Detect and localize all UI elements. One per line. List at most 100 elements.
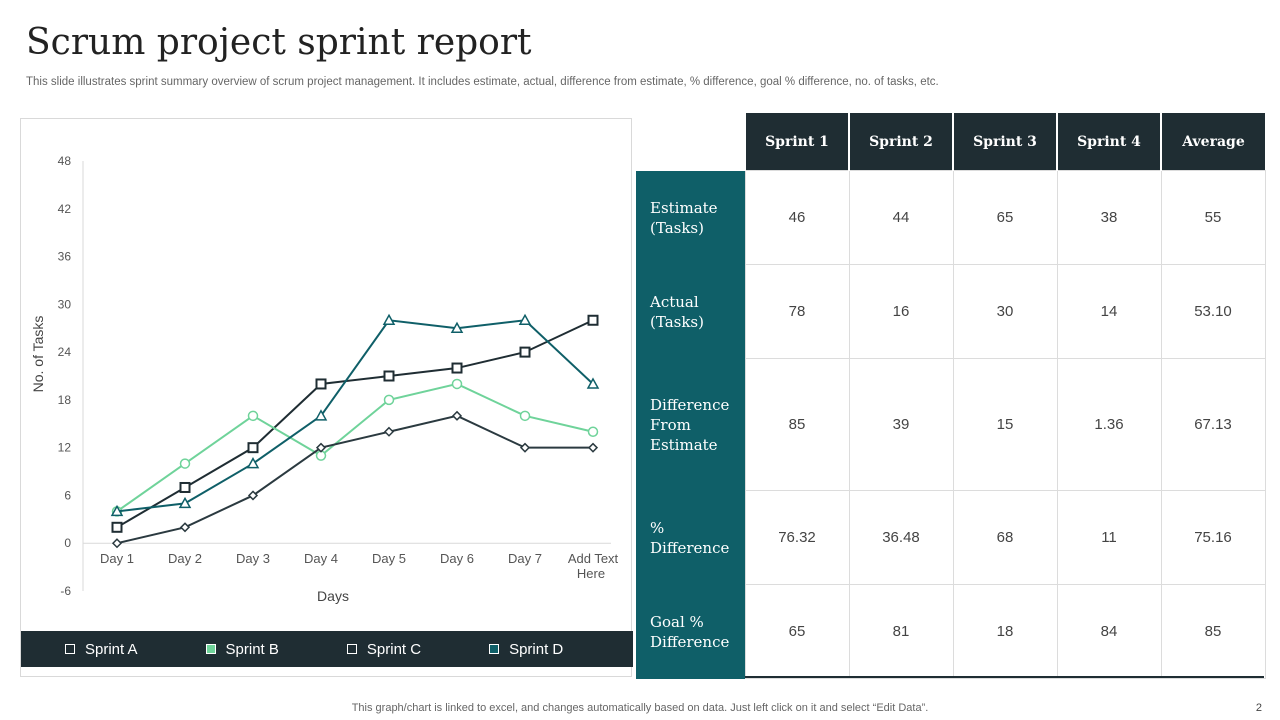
row-header-percent-difference: % Difference	[636, 490, 745, 585]
data-point	[247, 490, 259, 501]
data-point	[519, 442, 531, 453]
legend-item-sprint-a[interactable]: Sprint A	[65, 641, 162, 658]
data-point	[111, 538, 123, 549]
data-point	[450, 321, 464, 333]
legend-item-sprint-c[interactable]: Sprint C	[346, 640, 445, 658]
table-cell: 36.48	[848, 490, 954, 585]
x-axis-title: Days	[317, 588, 349, 604]
series-line-sprint-d	[116, 319, 594, 513]
y-tick-label: -6	[60, 584, 71, 598]
table-cell: 81	[848, 584, 954, 679]
y-tick-label: 30	[58, 297, 72, 311]
x-tick-label: Add Text	[568, 551, 619, 566]
series-line-sprint-a	[116, 319, 594, 529]
line-chart[interactable]: 48 42 36 30 24 18 12 6 0 -6 Day 1 Day 2 Day 3 Day 4 Da…	[21, 119, 633, 631]
legend-swatch-icon	[65, 644, 75, 654]
table-row: Estimate (Tasks) 46 44 65 38 55	[636, 170, 1266, 265]
table-cell: 1.36	[1056, 358, 1162, 491]
table-row: Goal % Difference 65 81 18 84 85	[636, 584, 1266, 679]
x-tick-label: Day 6	[440, 551, 474, 566]
page-number: 2	[1255, 702, 1262, 714]
data-point	[246, 457, 260, 469]
table-corner	[636, 113, 745, 171]
table-cell: 68	[952, 490, 1058, 585]
data-point	[247, 442, 259, 454]
table-bottom-rule	[745, 676, 1264, 678]
data-point	[586, 377, 600, 389]
x-tick-label: Day 1	[100, 551, 134, 566]
row-header-actual: Actual (Tasks)	[636, 264, 745, 359]
y-tick-label: 0	[64, 536, 71, 550]
table-cell: 55	[1160, 170, 1266, 265]
data-point	[519, 346, 531, 358]
legend-label: Sprint A	[85, 640, 138, 658]
y-tick-label: 36	[58, 250, 72, 264]
sprint-table-wrapper: Sprint 1 Sprint 2 Sprint 3 Sprint 4 Aver…	[636, 113, 1266, 679]
data-point	[383, 370, 395, 382]
x-tick-label: Day 7	[508, 551, 542, 566]
row-header-goal-percent-difference: Goal % Difference	[636, 584, 745, 679]
table-cell: 67.13	[1160, 358, 1266, 491]
column-header-sprint-1: Sprint 1	[744, 113, 849, 171]
table-cell: 46	[744, 170, 850, 265]
data-point	[315, 442, 327, 453]
x-tick-label: Day 4	[304, 551, 338, 566]
table-cell: 39	[848, 358, 954, 491]
legend-label: Sprint C	[366, 640, 422, 658]
legend-item-sprint-d[interactable]: Sprint D	[489, 641, 587, 658]
data-point	[451, 362, 463, 374]
column-header-sprint-3: Sprint 3	[952, 113, 1057, 171]
data-point	[179, 522, 191, 533]
sprint-table: Sprint 1 Sprint 2 Sprint 3 Sprint 4 Aver…	[636, 113, 1266, 679]
data-point	[383, 394, 395, 406]
legend-item-sprint-b[interactable]: Sprint B	[205, 640, 303, 658]
data-point	[178, 496, 192, 509]
column-header-average: Average	[1160, 113, 1265, 171]
table-row: Difference From Estimate 85 39 15 1.36 6…	[636, 358, 1266, 491]
table-cell: 15	[952, 358, 1058, 491]
page-title: Scrum project sprint report	[26, 22, 532, 63]
table-cell: 38	[1056, 170, 1162, 265]
y-tick-label: 18	[58, 393, 72, 407]
data-point	[382, 313, 396, 326]
y-tick-label: 6	[64, 488, 71, 502]
chart-legend: Sprint A Sprint B Sprint C Sprint D	[21, 631, 633, 667]
data-point	[519, 410, 531, 422]
data-point	[518, 313, 532, 326]
legend-label: Sprint B	[225, 640, 279, 658]
legend-swatch-icon	[205, 644, 216, 654]
data-point	[587, 442, 599, 453]
data-point	[247, 410, 259, 422]
table-cell: 18	[952, 584, 1058, 679]
table-cell: 78	[744, 264, 850, 359]
table-row: % Difference 76.32 36.48 68 11 75.16	[636, 490, 1266, 585]
line-chart-panel[interactable]: 48 42 36 30 24 18 12 6 0 -6 Day 1 Day 2 Day 3 Day 4 Da…	[20, 118, 633, 677]
y-tick-label: 42	[58, 202, 72, 216]
table-cell: 16	[848, 264, 954, 359]
table-row: Actual (Tasks) 78 16 30 14 53.10	[636, 264, 1266, 359]
data-point	[111, 521, 123, 533]
table-cell: 65	[744, 584, 850, 679]
data-point	[179, 481, 191, 493]
table-cell: 30	[952, 264, 1058, 359]
table-cell: 11	[1056, 490, 1162, 585]
table-cell: 84	[1056, 584, 1162, 679]
data-point	[110, 504, 124, 517]
row-header-difference-from-estimate: Difference From Estimate	[636, 358, 745, 491]
table-cell: 14	[1056, 264, 1162, 359]
y-tick-label: 48	[58, 154, 72, 168]
table-cell: 53.10	[1160, 264, 1266, 359]
y-axis-title: No. of Tasks	[30, 316, 46, 393]
data-point	[315, 378, 327, 390]
column-header-sprint-2: Sprint 2	[848, 113, 953, 171]
page-subtitle: This slide illustrates sprint summary ov…	[26, 76, 939, 88]
legend-swatch-icon	[346, 644, 357, 654]
table-cell: 85	[744, 358, 850, 491]
x-tick-label: Day 5	[372, 551, 406, 566]
data-point	[383, 426, 395, 437]
table-cell: 44	[848, 170, 954, 265]
row-header-estimate: Estimate (Tasks)	[636, 170, 745, 265]
data-point	[179, 458, 191, 469]
footer-note: This graph/chart is linked to excel, and…	[351, 702, 929, 714]
data-point	[587, 426, 599, 437]
